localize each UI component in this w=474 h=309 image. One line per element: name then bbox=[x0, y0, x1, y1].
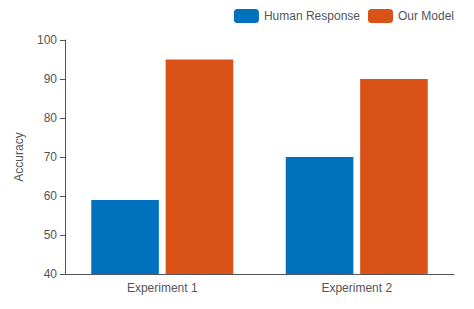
svg-text:50: 50 bbox=[44, 228, 58, 242]
svg-text:Experiment 1: Experiment 1 bbox=[127, 281, 198, 295]
svg-text:90: 90 bbox=[44, 72, 58, 86]
svg-text:Experiment 2: Experiment 2 bbox=[321, 281, 392, 295]
svg-text:80: 80 bbox=[44, 111, 58, 125]
svg-text:70: 70 bbox=[44, 150, 58, 164]
svg-text:Accuracy: Accuracy bbox=[12, 132, 26, 181]
svg-text:100: 100 bbox=[37, 33, 57, 47]
svg-text:Our Model: Our Model bbox=[398, 9, 454, 23]
svg-text:60: 60 bbox=[44, 189, 58, 203]
svg-text:Human Response: Human Response bbox=[264, 9, 360, 23]
svg-text:40: 40 bbox=[44, 267, 58, 281]
